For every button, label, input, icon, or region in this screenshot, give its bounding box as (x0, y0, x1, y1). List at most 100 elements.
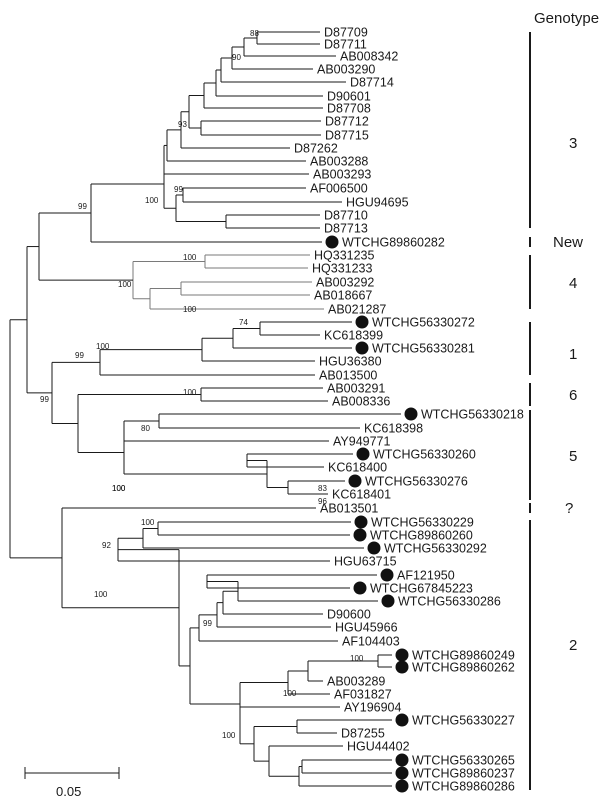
scale-bar: 0.05 (24, 767, 120, 799)
leaf-label: HGU36380 (319, 355, 382, 369)
leaf-label: D87255 (341, 727, 385, 741)
leaf-label: WTCHG56330281 (372, 342, 475, 356)
bootstrap-value: 100 (112, 484, 126, 493)
leaf-label: KC618400 (328, 461, 387, 475)
bootstrap-value: 100 (183, 305, 197, 314)
bootstrap-value: 100 (183, 388, 197, 397)
bootstrap-value: 80 (141, 424, 150, 433)
bootstrap-value: 100 (183, 253, 197, 262)
bootstrap-value: 99 (40, 395, 49, 404)
sample-marker-dot (356, 447, 370, 461)
leaf-label: WTCHG89860260 (370, 529, 473, 543)
sample-marker-dot (355, 341, 369, 355)
leaf-label: AB003293 (313, 168, 371, 182)
scale-bar-label: 0.05 (56, 784, 81, 799)
leaf-label: WTCHG56330272 (372, 316, 475, 330)
tree-branches (9, 31, 401, 787)
bootstrap-value: 100 (96, 342, 110, 351)
leaf-label: D87715 (325, 129, 369, 143)
genotype-label: 6 (569, 387, 577, 404)
bootstrap-value: 100 (118, 280, 132, 289)
leaf-label: WTCHG56330292 (384, 542, 487, 556)
bootstrap-value: 100 (145, 196, 159, 205)
bootstrap-value: 100 (94, 590, 108, 599)
leaf-label: HQ331235 (314, 249, 375, 263)
bootstrap-value: 100 (112, 484, 126, 493)
leaf-label: HGU63715 (334, 555, 397, 569)
leaf-label: WTCHG89860249 (412, 649, 515, 663)
leaf-label: AY949771 (333, 435, 391, 449)
leaf-label: WTCHG89860286 (412, 780, 515, 794)
sample-marker-dot (381, 594, 395, 608)
bootstrap-value: 100 (283, 689, 297, 698)
genotype-label: ? (565, 500, 573, 517)
leaf-label: D87708 (327, 102, 371, 116)
bootstrap-value: 99 (203, 619, 212, 628)
bootstrap-value: 88 (250, 29, 259, 38)
sample-marker-dot (395, 779, 409, 793)
genotype-label: 4 (569, 275, 577, 292)
bootstrap-value: 100 (141, 518, 155, 527)
leaf-label: WTCHG67845223 (370, 582, 473, 596)
genotype-label: 3 (569, 135, 577, 152)
sample-marker-dot (395, 753, 409, 767)
bootstrap-value: 100 (222, 731, 236, 740)
sample-marker-dot (380, 568, 394, 582)
leaf-label: D87709 (324, 26, 368, 40)
leaf-label: D90600 (327, 608, 371, 622)
genotype-label: 2 (569, 637, 577, 654)
leaf-label: D87712 (325, 115, 369, 129)
bootstrap-value: 74 (239, 318, 248, 327)
leaf-label: AB003292 (316, 276, 374, 290)
leaf-label: D87714 (350, 76, 394, 90)
sample-marker-dot (348, 474, 362, 488)
leaf-label: HGU45966 (335, 621, 398, 635)
sample-marker-dot (353, 528, 367, 542)
leaf-label: WTCHG56330229 (371, 516, 474, 530)
bootstrap-values: 88 90 93 100 99 100 99 100 100 100 74 100 99 99 100 80 1… (40, 29, 364, 740)
genotype-label: New (553, 234, 583, 251)
leaf-label: WTCHG56330286 (398, 595, 501, 609)
leaf-label: AB008342 (340, 50, 398, 64)
leaf-label: WTCHG89860282 (342, 236, 445, 250)
bootstrap-value: 83 (318, 484, 327, 493)
leaf-label: WTCHG56330260 (373, 448, 476, 462)
leaf-label: KC618399 (324, 329, 383, 343)
leaf-label: AB003290 (317, 63, 375, 77)
leaf-label: AB008336 (332, 395, 390, 409)
genotype-label: 1 (569, 346, 577, 363)
leaf-label: WTCHG56330227 (412, 714, 515, 728)
leaf-label: WTCHG56330218 (421, 408, 524, 422)
genotype-label: 5 (569, 448, 577, 465)
leaf-label: AB021287 (328, 303, 386, 317)
sample-marker-dot (395, 766, 409, 780)
genotype-title: Genotype (534, 10, 599, 27)
leaf-label: WTCHG89860262 (412, 661, 515, 675)
leaf-label: AB003291 (327, 382, 385, 396)
leaf-label: AB013500 (319, 369, 377, 383)
bootstrap-value: 99 (75, 351, 84, 360)
sample-marker-dot (354, 515, 368, 529)
leaf-label: WTCHG56330265 (412, 754, 515, 768)
leaf-label: AF104403 (342, 635, 400, 649)
sample-marker-dot (353, 581, 367, 595)
leaf-label: WTCHG89860237 (412, 767, 515, 781)
sample-marker-dot (355, 315, 369, 329)
genotype-bars: 3 New 4 1 6 5? 2 (529, 32, 583, 790)
leaf-label: AB003289 (327, 675, 385, 689)
leaf-label: KC618401 (332, 488, 391, 502)
sample-marker-dot (395, 713, 409, 727)
leaf-label: HQ331233 (312, 262, 373, 276)
leaf-label: HGU94695 (346, 196, 409, 210)
leaf-label: HGU44402 (347, 740, 410, 754)
leaf-label: AF006500 (310, 182, 368, 196)
leaf-label: D87713 (324, 222, 368, 236)
leaf-label: KC618398 (364, 422, 423, 436)
bootstrap-value: 99 (174, 185, 183, 194)
bootstrap-value: 100 (350, 654, 364, 663)
bootstrap-value: 92 (102, 541, 111, 550)
leaf-label: AY196904 (344, 701, 402, 715)
leaf-label: WTCHG56330276 (365, 475, 468, 489)
tree-leaves: D87709D87711AB008342AB003290D87714D90601… (294, 26, 524, 794)
